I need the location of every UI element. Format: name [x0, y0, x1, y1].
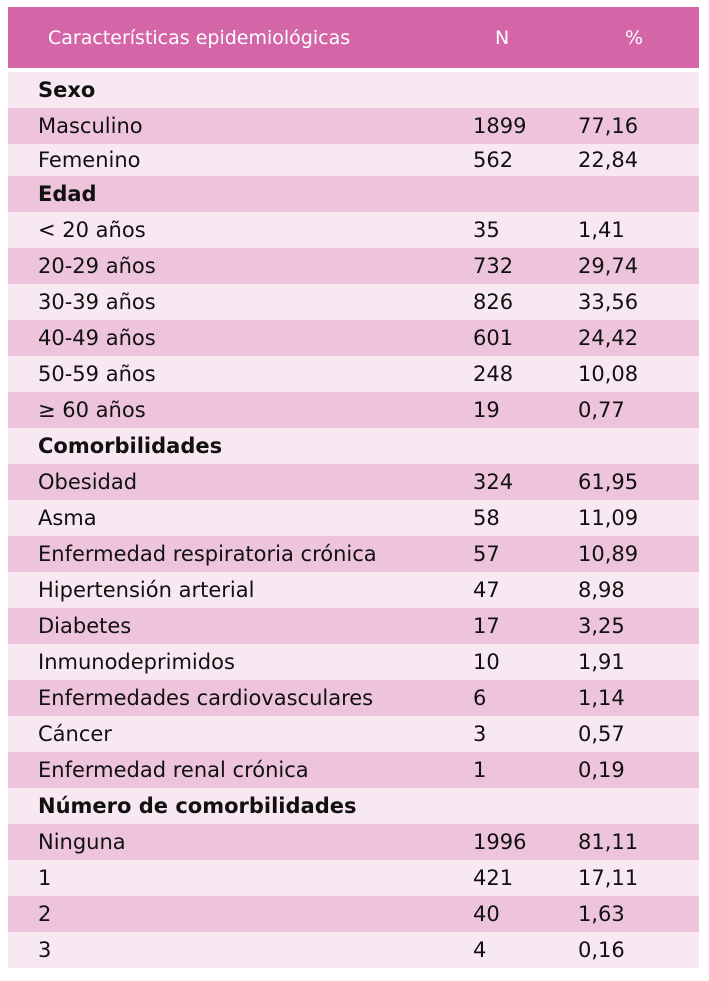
section-row: Número de comorbilidades — [8, 788, 699, 824]
table-body: Sexo Masculino 1899 77,16 Femenino 562 22,84 Ed… — [8, 72, 699, 968]
row-label: Diabetes — [38, 614, 132, 638]
row-label: ≥ 60 años — [38, 398, 146, 422]
row-label: 40-49 años — [38, 326, 156, 350]
row-label: 20-29 años — [38, 254, 156, 278]
table-row: Enfermedad respiratoria crónica 57 10,89 — [8, 536, 699, 572]
table-row: Masculino 1899 77,16 — [8, 108, 699, 144]
row-percent: 1,63 — [578, 902, 625, 926]
row-label: Obesidad — [38, 470, 138, 494]
row-label: Sexo — [38, 78, 96, 102]
row-percent: 10,08 — [578, 362, 639, 386]
row-percent: 24,42 — [578, 326, 639, 350]
table-row: Femenino 562 22,84 — [8, 144, 699, 176]
row-n: 40 — [473, 902, 500, 926]
row-label: Masculino — [38, 114, 143, 138]
row-n: 324 — [473, 470, 514, 494]
row-n: 3 — [473, 722, 487, 746]
table-row: 20-29 años 732 29,74 — [8, 248, 699, 284]
epidemiological-table: Características epidemiológicas N % Sexo… — [8, 7, 699, 968]
row-label: 3 — [38, 938, 52, 962]
row-label: 1 — [38, 866, 52, 890]
row-label: Comorbilidades — [38, 434, 223, 458]
section-row: Comorbilidades — [8, 428, 699, 464]
table-header-row: Características epidemiológicas N % — [8, 7, 699, 68]
row-label: Número de comorbilidades — [38, 794, 357, 818]
row-label: Femenino — [38, 148, 141, 172]
table-row: ≥ 60 años 19 0,77 — [8, 392, 699, 428]
row-n: 1899 — [473, 114, 527, 138]
row-n: 4 — [473, 938, 487, 962]
row-n: 421 — [473, 866, 514, 890]
row-n: 601 — [473, 326, 514, 350]
row-percent: 1,41 — [578, 218, 625, 242]
table-row: 1 421 17,11 — [8, 860, 699, 896]
section-row: Edad — [8, 176, 699, 212]
table-row: Enfermedades cardiovasculares 6 1,14 — [8, 680, 699, 716]
row-n: 826 — [473, 290, 514, 314]
row-percent: 11,09 — [578, 506, 639, 530]
row-label: Cáncer — [38, 722, 112, 746]
row-label: Enfermedad renal crónica — [38, 758, 309, 782]
table-row: 40-49 años 601 24,42 — [8, 320, 699, 356]
row-n: 732 — [473, 254, 514, 278]
row-label: Enfermedad respiratoria crónica — [38, 542, 377, 566]
row-label: 2 — [38, 902, 52, 926]
table-row: 2 40 1,63 — [8, 896, 699, 932]
row-percent: 1,14 — [578, 686, 625, 710]
table-row: Asma 58 11,09 — [8, 500, 699, 536]
row-n: 562 — [473, 148, 514, 172]
row-percent: 0,16 — [578, 938, 625, 962]
header-percent: % — [625, 26, 644, 49]
section-row: Sexo — [8, 72, 699, 108]
row-n: 47 — [473, 578, 500, 602]
row-label: Asma — [38, 506, 97, 530]
table-row: Enfermedad renal crónica 1 0,19 — [8, 752, 699, 788]
row-percent: 33,56 — [578, 290, 639, 314]
row-percent: 0,77 — [578, 398, 625, 422]
row-label: Hipertensión arterial — [38, 578, 255, 602]
table-row: Ninguna 1996 81,11 — [8, 824, 699, 860]
row-percent: 22,84 — [578, 148, 639, 172]
row-n: 10 — [473, 650, 500, 674]
table-row: Hipertensión arterial 47 8,98 — [8, 572, 699, 608]
row-n: 17 — [473, 614, 500, 638]
table-row: Obesidad 324 61,95 — [8, 464, 699, 500]
row-percent: 81,11 — [578, 830, 639, 854]
table-row: Inmunodeprimidos 10 1,91 — [8, 644, 699, 680]
table-row: 30-39 años 826 33,56 — [8, 284, 699, 320]
row-percent: 77,16 — [578, 114, 639, 138]
row-n: 1996 — [473, 830, 527, 854]
row-percent: 29,74 — [578, 254, 639, 278]
row-n: 248 — [473, 362, 514, 386]
row-percent: 1,91 — [578, 650, 625, 674]
table-row: 50-59 años 248 10,08 — [8, 356, 699, 392]
row-n: 58 — [473, 506, 500, 530]
row-percent: 17,11 — [578, 866, 639, 890]
row-label: Ninguna — [38, 830, 126, 854]
row-label: 30-39 años — [38, 290, 156, 314]
row-percent: 0,19 — [578, 758, 625, 782]
row-n: 35 — [473, 218, 500, 242]
header-n: N — [495, 26, 510, 49]
row-label: 50-59 años — [38, 362, 156, 386]
row-label: Enfermedades cardiovasculares — [38, 686, 374, 710]
row-n: 57 — [473, 542, 500, 566]
table-row: Diabetes 17 3,25 — [8, 608, 699, 644]
table-row: Cáncer 3 0,57 — [8, 716, 699, 752]
row-n: 1 — [473, 758, 487, 782]
row-percent: 8,98 — [578, 578, 625, 602]
row-n: 6 — [473, 686, 487, 710]
table-row: 3 4 0,16 — [8, 932, 699, 968]
row-percent: 0,57 — [578, 722, 625, 746]
row-label: Edad — [38, 182, 97, 206]
row-label: Inmunodeprimidos — [38, 650, 235, 674]
row-percent: 61,95 — [578, 470, 639, 494]
row-percent: 10,89 — [578, 542, 639, 566]
table-row: < 20 años 35 1,41 — [8, 212, 699, 248]
header-characteristics: Características epidemiológicas — [48, 26, 351, 49]
row-n: 19 — [473, 398, 500, 422]
row-percent: 3,25 — [578, 614, 625, 638]
row-label: < 20 años — [38, 218, 146, 242]
